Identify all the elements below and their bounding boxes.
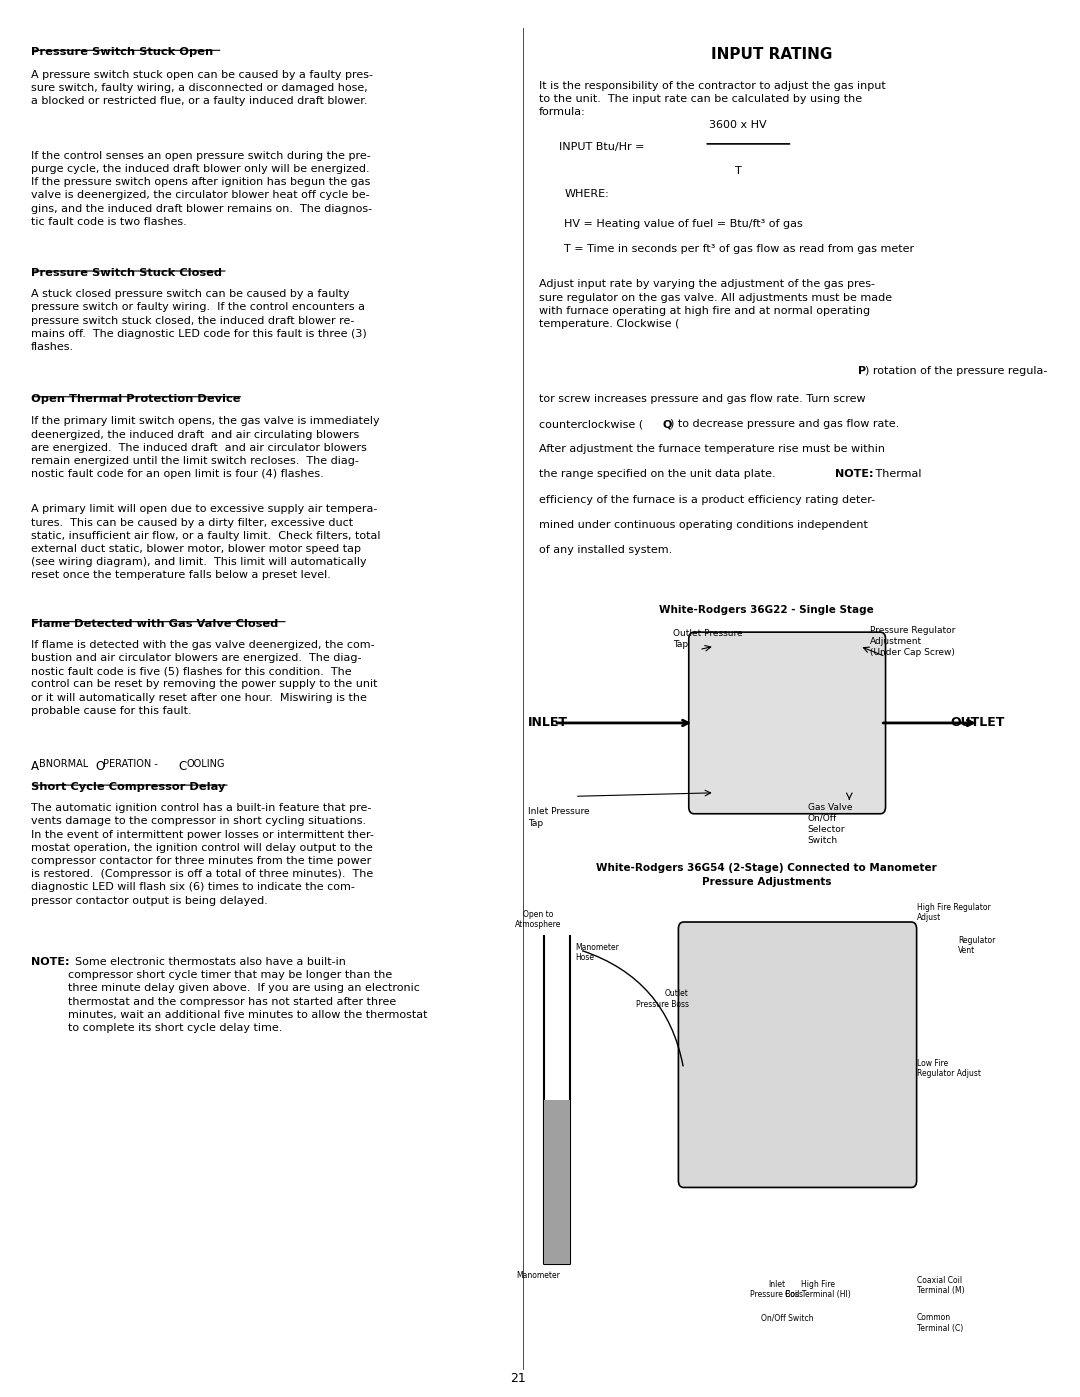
Text: Open Thermal Protection Device: Open Thermal Protection Device	[31, 394, 241, 404]
Text: Pressure Regulator
Adjustment
(Under Cap Screw): Pressure Regulator Adjustment (Under Cap…	[870, 626, 956, 657]
Text: A stuck closed pressure switch can be caused by a faulty
pressure switch or faul: A stuck closed pressure switch can be ca…	[31, 289, 367, 352]
Text: Pressure Switch Stuck Open: Pressure Switch Stuck Open	[31, 47, 214, 57]
Text: Common
Terminal (C): Common Terminal (C)	[917, 1313, 963, 1333]
Text: O: O	[95, 760, 105, 773]
Text: Pressure Switch Stuck Closed: Pressure Switch Stuck Closed	[31, 268, 222, 278]
Text: PERATION -: PERATION -	[103, 759, 161, 768]
Text: Outlet Pressure
Tap: Outlet Pressure Tap	[673, 629, 743, 648]
Text: WHERE:: WHERE:	[565, 189, 609, 198]
Text: Regulator
Vent: Regulator Vent	[958, 936, 996, 956]
Text: OOLING: OOLING	[187, 759, 225, 768]
Text: of any installed system.: of any installed system.	[539, 545, 672, 555]
Text: Flame Detected with Gas Valve Closed: Flame Detected with Gas Valve Closed	[31, 619, 279, 629]
Text: tor screw increases pressure and gas flow rate. Turn screw: tor screw increases pressure and gas flo…	[539, 394, 865, 404]
Text: Manometer
Hose: Manometer Hose	[575, 943, 619, 963]
Text: BNORMAL: BNORMAL	[39, 759, 92, 768]
Text: Open to
Atmosphere: Open to Atmosphere	[515, 909, 562, 929]
Text: T = Time in seconds per ft³ of gas flow as read from gas meter: T = Time in seconds per ft³ of gas flow …	[565, 244, 915, 254]
Text: If flame is detected with the gas valve deenergized, the com-
bustion and air ci: If flame is detected with the gas valve …	[31, 640, 378, 715]
Text: HV = Heating value of fuel = Btu/ft³ of gas: HV = Heating value of fuel = Btu/ft³ of …	[565, 219, 804, 229]
Text: 21: 21	[510, 1372, 526, 1384]
Text: Gas Valve
On/Off
Selector
Switch: Gas Valve On/Off Selector Switch	[808, 803, 852, 845]
Text: Outlet
Pressure Boss: Outlet Pressure Boss	[636, 989, 689, 1009]
Text: INLET: INLET	[528, 717, 568, 729]
Text: NOTE:: NOTE:	[31, 957, 69, 967]
Text: A: A	[31, 760, 39, 773]
Text: INPUT Btu/Hr =: INPUT Btu/Hr =	[559, 141, 645, 152]
Text: the range specified on the unit data plate.: the range specified on the unit data pla…	[539, 469, 779, 479]
Text: Inlet Pressure
Tap: Inlet Pressure Tap	[528, 807, 590, 827]
Text: On/Off Switch: On/Off Switch	[761, 1313, 813, 1322]
FancyBboxPatch shape	[689, 631, 886, 813]
Text: C: C	[178, 760, 187, 773]
Text: Manometer: Manometer	[516, 1271, 561, 1280]
Text: A pressure switch stuck open can be caused by a faulty pres-
sure switch, faulty: A pressure switch stuck open can be caus…	[31, 70, 373, 106]
Text: P: P	[858, 366, 866, 376]
Text: Short Cycle Compressor Delay: Short Cycle Compressor Delay	[31, 782, 226, 792]
Text: Thermal: Thermal	[872, 469, 921, 479]
Text: Adjust input rate by varying the adjustment of the gas pres-
sure regulator on t: Adjust input rate by varying the adjustm…	[539, 279, 892, 330]
Text: After adjustment the furnace temperature rise must be within: After adjustment the furnace temperature…	[539, 444, 885, 454]
Text: OUTLET: OUTLET	[950, 717, 1004, 729]
Text: ) rotation of the pressure regula-: ) rotation of the pressure regula-	[865, 366, 1048, 376]
Text: efficiency of the furnace is a product efficiency rating deter-: efficiency of the furnace is a product e…	[539, 495, 875, 504]
Text: White-Rodgers 36G22 - Single Stage: White-Rodgers 36G22 - Single Stage	[659, 605, 874, 615]
Text: Some electronic thermostats also have a built-in
compressor short cycle timer th: Some electronic thermostats also have a …	[68, 957, 428, 1032]
Text: T: T	[735, 166, 742, 176]
Text: NOTE:: NOTE:	[835, 469, 874, 479]
Text: Q: Q	[663, 419, 672, 429]
Text: Low Fire
Regulator Adjust: Low Fire Regulator Adjust	[917, 1059, 981, 1078]
Text: mined under continuous operating conditions independent: mined under continuous operating conditi…	[539, 520, 867, 529]
Text: Coaxial Coil
Terminal (M): Coaxial Coil Terminal (M)	[917, 1275, 964, 1295]
Text: ) to decrease pressure and gas flow rate.: ) to decrease pressure and gas flow rate…	[670, 419, 900, 429]
Text: Inlet
Pressure Boss: Inlet Pressure Boss	[751, 1280, 804, 1299]
Text: counterclockwise (: counterclockwise (	[539, 419, 643, 429]
Text: A primary limit will open due to excessive supply air tempera-
tures.  This can : A primary limit will open due to excessi…	[31, 504, 380, 580]
Text: White-Rodgers 36G54 (2-Stage) Connected to Manometer
Pressure Adjustments: White-Rodgers 36G54 (2-Stage) Connected …	[596, 863, 936, 887]
Text: The automatic ignition control has a built-in feature that pre-
vents damage to : The automatic ignition control has a bui…	[31, 803, 374, 905]
Text: It is the responsibility of the contractor to adjust the gas input
to the unit. : It is the responsibility of the contract…	[539, 81, 886, 117]
Bar	[543, 1101, 569, 1264]
FancyBboxPatch shape	[678, 922, 917, 1187]
Text: High Fire
Coil Terminal (HI): High Fire Coil Terminal (HI)	[785, 1280, 851, 1299]
Text: INPUT RATING: INPUT RATING	[711, 47, 833, 63]
Text: If the primary limit switch opens, the gas valve is immediately
deenergized, the: If the primary limit switch opens, the g…	[31, 416, 380, 479]
Text: 3600 x HV: 3600 x HV	[710, 120, 767, 130]
Text: If the control senses an open pressure switch during the pre-
purge cycle, the i: If the control senses an open pressure s…	[31, 151, 373, 226]
Text: High Fire Regulator
Adjust: High Fire Regulator Adjust	[917, 902, 990, 922]
